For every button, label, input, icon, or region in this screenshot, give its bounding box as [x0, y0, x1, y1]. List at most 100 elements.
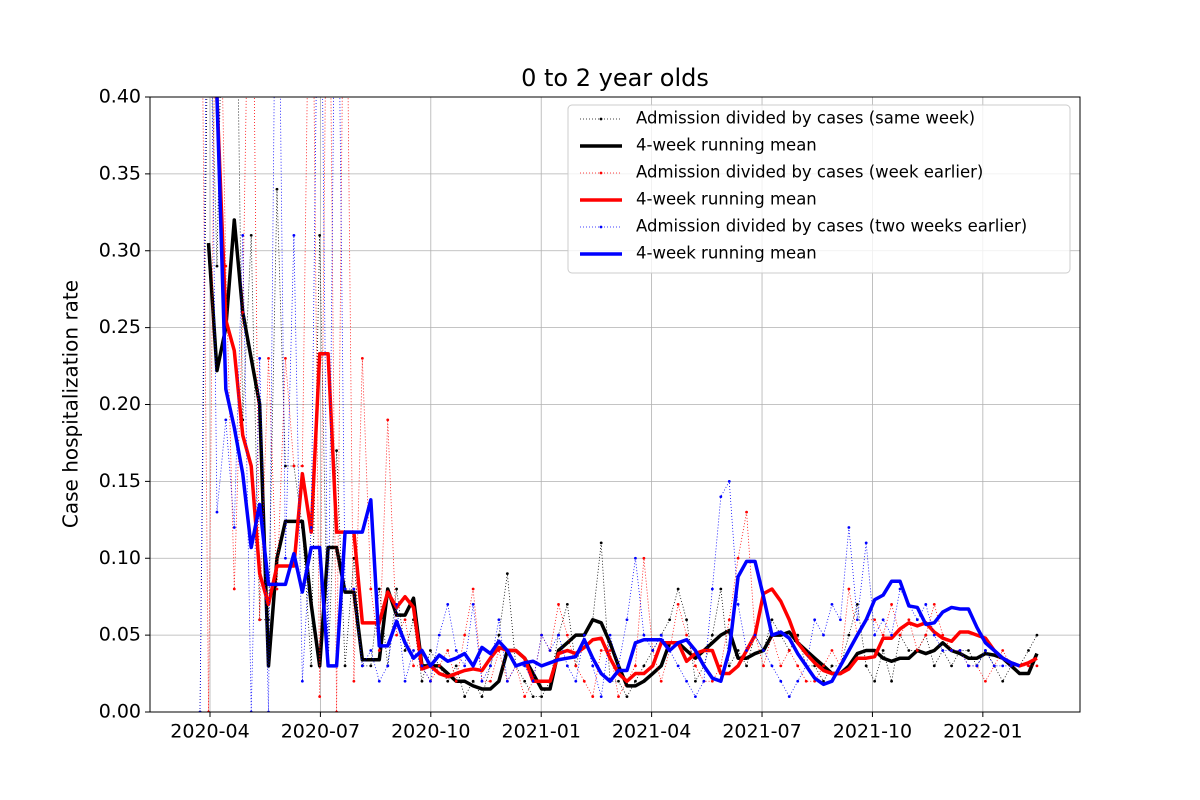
x-tick-label: 2022-01	[943, 721, 1022, 743]
raw-point	[241, 233, 245, 237]
y-tick-label: 0.30	[99, 239, 141, 261]
raw-point	[779, 664, 783, 668]
x-tick-label: 2021-07	[722, 721, 801, 743]
raw-point	[719, 587, 723, 591]
raw-point	[727, 664, 731, 668]
raw-point	[599, 649, 603, 652]
raw-point	[267, 356, 270, 360]
raw-point	[497, 633, 501, 637]
raw-point	[258, 618, 262, 622]
raw-point	[617, 679, 620, 683]
raw-point	[386, 418, 390, 422]
raw-point	[839, 618, 842, 622]
raw-point	[676, 602, 680, 606]
raw-point	[932, 602, 936, 606]
raw-point	[480, 695, 484, 699]
raw-point	[471, 587, 475, 591]
raw-point	[454, 679, 458, 683]
x-tick-label: 2020-07	[281, 721, 360, 743]
raw-point	[685, 679, 688, 683]
raw-point	[292, 464, 296, 468]
y-tick-label: 0.05	[99, 624, 141, 646]
raw-point	[505, 572, 509, 576]
raw-point	[429, 649, 432, 652]
raw-point	[890, 633, 893, 637]
y-tick-label: 0.15	[99, 470, 141, 492]
raw-point	[446, 602, 450, 606]
raw-point	[642, 664, 646, 668]
raw-point	[574, 679, 578, 683]
raw-point	[642, 633, 646, 637]
raw-point	[727, 618, 731, 622]
raw-point	[249, 233, 253, 237]
raw-point	[1027, 649, 1030, 652]
raw-point	[232, 587, 236, 591]
raw-point	[412, 664, 415, 668]
raw-point	[412, 649, 415, 652]
raw-point	[489, 664, 492, 668]
raw-point	[471, 679, 475, 683]
raw-point	[343, 664, 347, 668]
y-axis-label: Case hospitalization rate	[59, 280, 83, 528]
x-tick-label: 2021-10	[833, 721, 912, 743]
raw-point	[343, 587, 347, 591]
raw-point	[907, 649, 911, 652]
raw-point	[505, 679, 509, 683]
raw-point	[463, 633, 467, 637]
raw-point	[668, 618, 672, 622]
raw-point	[463, 664, 467, 668]
legend-marker	[599, 171, 603, 175]
legend-label: Admission divided by cases (same week)	[636, 109, 975, 128]
raw-point	[309, 526, 313, 529]
raw-point	[770, 664, 774, 668]
raw-point	[617, 695, 620, 699]
raw-point	[822, 664, 825, 668]
legend-label: 4-week running mean	[636, 136, 817, 155]
raw-point	[599, 541, 603, 545]
raw-point	[446, 679, 450, 683]
raw-point	[719, 495, 723, 499]
raw-point	[694, 695, 697, 699]
legend: Admission divided by cases (same week) 4-…	[567, 104, 1071, 274]
raw-point	[1027, 664, 1030, 668]
raw-point	[890, 602, 893, 606]
raw-point	[1035, 633, 1039, 637]
raw-point	[830, 602, 834, 606]
raw-point	[796, 679, 800, 683]
raw-point	[292, 233, 296, 237]
raw-point	[659, 633, 663, 637]
raw-point	[309, 664, 313, 668]
legend-label: 4-week running mean	[636, 190, 817, 209]
plot-frame	[149, 96, 1081, 713]
raw-point	[395, 633, 398, 637]
raw-point	[377, 587, 381, 591]
raw-point	[779, 679, 783, 683]
y-tick-label: 0.00	[99, 701, 141, 723]
raw-point	[847, 587, 851, 591]
y-tick-label: 0.10	[99, 547, 141, 569]
raw-point	[429, 679, 432, 683]
raw-point	[377, 649, 381, 652]
raw-point	[446, 649, 450, 652]
raw-point	[497, 618, 501, 622]
raw-point	[881, 618, 885, 622]
raw-point	[617, 664, 620, 668]
raw-point	[873, 618, 877, 622]
raw-point	[932, 633, 936, 637]
raw-point	[762, 664, 765, 668]
raw-point	[634, 556, 637, 560]
raw-point	[335, 449, 338, 453]
x-tick-label: 2021-04	[612, 721, 691, 743]
raw-point	[540, 695, 543, 699]
x-tick-label: 2020-10	[391, 721, 470, 743]
raw-point	[694, 664, 697, 668]
raw-point	[787, 649, 791, 652]
raw-point	[958, 649, 962, 652]
raw-point	[403, 649, 407, 652]
legend-label: Admission divided by cases (two weeks ea…	[636, 217, 1027, 236]
raw-point	[591, 695, 595, 699]
raw-point	[395, 602, 398, 606]
raw-point	[745, 649, 748, 652]
raw-point	[676, 664, 680, 668]
